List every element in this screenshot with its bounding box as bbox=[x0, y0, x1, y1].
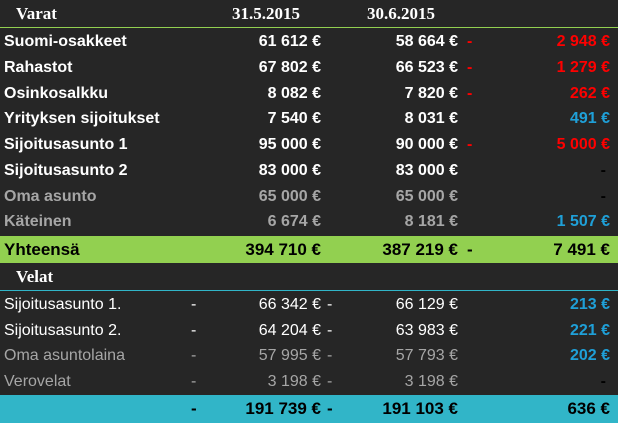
liability-value-1: 57 995 € bbox=[258, 347, 321, 364]
liabilities-total-value-2: 191 103 € bbox=[382, 399, 458, 418]
asset-name: Sijoitusasunto 1 bbox=[4, 136, 128, 153]
asset-value-2: 83 000 € bbox=[395, 162, 458, 179]
asset-value-1: 95 000 € bbox=[258, 136, 321, 153]
liability-value-1: 64 204 € bbox=[258, 322, 321, 339]
assets-header-row: Varat 31.5.2015 30.6.2015 bbox=[0, 2, 618, 26]
liability-sign-2: - bbox=[327, 322, 333, 339]
assets-total-change: 7 491 € bbox=[553, 240, 610, 259]
asset-row: Oma asunto 65 000 € 65 000 € - bbox=[0, 184, 618, 210]
liability-sign-2: - bbox=[327, 373, 333, 390]
liability-sign-1: - bbox=[191, 322, 197, 339]
asset-value-1: 8 082 € bbox=[267, 85, 321, 102]
date2-header: 30.6.2015 bbox=[367, 4, 435, 23]
liability-name: Oma asuntolaina bbox=[4, 347, 125, 364]
liability-value-2: 66 129 € bbox=[395, 296, 458, 313]
liability-value-2: 63 983 € bbox=[395, 322, 458, 339]
assets-total-row: Yhteensä 394 710 € 387 219 € - 7 491 € bbox=[0, 236, 618, 263]
asset-change-sign: - bbox=[467, 85, 473, 102]
asset-value-2: 66 523 € bbox=[395, 59, 458, 76]
asset-value-1: 61 612 € bbox=[258, 33, 321, 50]
liability-sign-1: - bbox=[191, 296, 197, 313]
asset-row: Osinkosalkku 8 082 € 7 820 € - 262 € bbox=[0, 81, 618, 107]
asset-value-1: 67 802 € bbox=[258, 59, 321, 76]
liability-change: 202 € bbox=[569, 347, 610, 364]
asset-row: Sijoitusasunto 1 95 000 € 90 000 € - 5 0… bbox=[0, 132, 618, 158]
asset-row: Sijoitusasunto 2 83 000 € 83 000 € - bbox=[0, 158, 618, 184]
asset-change: 1 279 € bbox=[556, 59, 610, 76]
asset-change: 1 507 € bbox=[556, 213, 610, 230]
date1-header: 31.5.2015 bbox=[232, 4, 300, 23]
liabilities-total-change: 636 € bbox=[567, 399, 610, 418]
liability-sign-2: - bbox=[327, 347, 333, 364]
asset-change: - bbox=[600, 188, 606, 205]
liability-value-2: 3 198 € bbox=[404, 373, 458, 390]
assets-total-value-2: 387 219 € bbox=[382, 240, 458, 259]
liabilities-header-row: Velat bbox=[0, 265, 618, 289]
assets-header-line bbox=[0, 27, 618, 28]
asset-value-2: 8 031 € bbox=[404, 110, 458, 127]
liability-row: Oma asuntolaina - 57 995 € - 57 793 € 20… bbox=[0, 343, 618, 369]
asset-value-2: 65 000 € bbox=[395, 188, 458, 205]
asset-value-2: 7 820 € bbox=[404, 85, 458, 102]
asset-name: Rahastot bbox=[4, 59, 73, 76]
asset-value-1: 83 000 € bbox=[258, 162, 321, 179]
assets-total-change-sign: - bbox=[467, 240, 473, 259]
asset-row: Käteinen 6 674 € 8 181 € 1 507 € bbox=[0, 209, 618, 235]
asset-name: Oma asunto bbox=[4, 188, 97, 205]
liabilities-total-sign-2: - bbox=[327, 399, 333, 418]
liability-sign-1: - bbox=[191, 347, 197, 364]
asset-row: Yrityksen sijoitukset 7 540 € 8 031 € 49… bbox=[0, 106, 618, 132]
liability-value-1: 66 342 € bbox=[258, 296, 321, 313]
liability-sign-2: - bbox=[327, 296, 333, 313]
assets-header-label: Varat bbox=[16, 4, 57, 23]
asset-value-2: 8 181 € bbox=[404, 213, 458, 230]
liabilities-total-sign-1: - bbox=[191, 399, 197, 418]
asset-value-2: 90 000 € bbox=[395, 136, 458, 153]
asset-name: Käteinen bbox=[4, 213, 72, 230]
liability-row: Sijoitusasunto 1. - 66 342 € - 66 129 € … bbox=[0, 292, 618, 318]
asset-change: - bbox=[600, 162, 606, 179]
liabilities-header-line bbox=[0, 290, 618, 291]
asset-name: Suomi-osakkeet bbox=[4, 33, 127, 50]
asset-change: 491 € bbox=[569, 110, 610, 127]
asset-change: 262 € bbox=[569, 85, 610, 102]
asset-change: 2 948 € bbox=[556, 33, 610, 50]
liability-name: Sijoitusasunto 2. bbox=[4, 322, 122, 339]
liabilities-total-value-1: 191 739 € bbox=[245, 399, 321, 418]
assets-total-value-1: 394 710 € bbox=[245, 240, 321, 259]
liability-row: Sijoitusasunto 2. - 64 204 € - 63 983 € … bbox=[0, 318, 618, 344]
liability-change: 221 € bbox=[569, 322, 610, 339]
liability-value-1: 3 198 € bbox=[267, 373, 321, 390]
liability-change: 213 € bbox=[569, 296, 610, 313]
asset-row: Rahastot 67 802 € 66 523 € - 1 279 € bbox=[0, 55, 618, 81]
liability-value-2: 57 793 € bbox=[395, 347, 458, 364]
liability-sign-1: - bbox=[191, 373, 197, 390]
asset-change: 5 000 € bbox=[556, 136, 610, 153]
asset-name: Yrityksen sijoitukset bbox=[4, 110, 160, 127]
asset-name: Osinkosalkku bbox=[4, 85, 109, 102]
asset-change-sign: - bbox=[467, 136, 473, 153]
liability-name: Verovelat bbox=[4, 373, 71, 390]
asset-change-sign: - bbox=[467, 59, 473, 76]
asset-value-2: 58 664 € bbox=[395, 33, 458, 50]
asset-name: Sijoitusasunto 2 bbox=[4, 162, 128, 179]
asset-value-1: 6 674 € bbox=[267, 213, 321, 230]
asset-change-sign: - bbox=[467, 33, 473, 50]
asset-row: Suomi-osakkeet 61 612 € 58 664 € - 2 948… bbox=[0, 29, 618, 55]
liability-row: Verovelat - 3 198 € - 3 198 € - bbox=[0, 369, 618, 395]
asset-value-1: 7 540 € bbox=[267, 110, 321, 127]
liability-change: - bbox=[600, 373, 606, 390]
asset-value-1: 65 000 € bbox=[258, 188, 321, 205]
assets-total-label: Yhteensä bbox=[4, 240, 80, 259]
liabilities-header-label: Velat bbox=[16, 267, 54, 286]
liability-name: Sijoitusasunto 1. bbox=[4, 296, 122, 313]
liabilities-total-row: - 191 739 € - 191 103 € 636 € bbox=[0, 395, 618, 423]
